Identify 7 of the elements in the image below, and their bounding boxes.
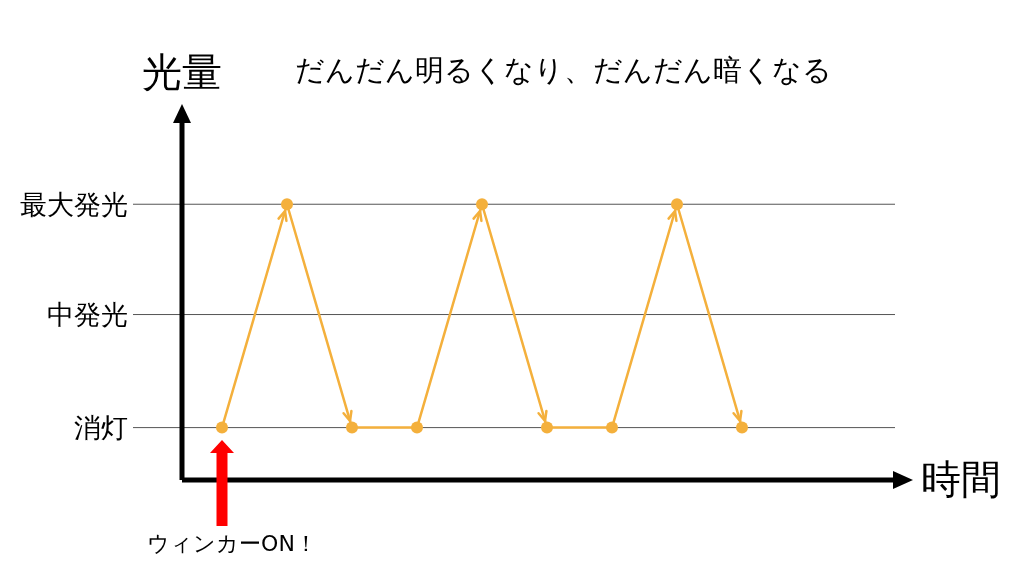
ref-line-label: 最大発光	[20, 188, 128, 220]
x-axis-title: 時間	[921, 456, 1001, 502]
y-axis-title: 光量	[141, 49, 223, 95]
chart-title: だんだん明るくなり、だんだん暗くなる	[293, 53, 833, 87]
text: ウィンカーON！	[146, 531, 318, 556]
ref-line-label: 消灯	[74, 412, 128, 444]
ref-line-label: 中発光	[47, 299, 128, 331]
